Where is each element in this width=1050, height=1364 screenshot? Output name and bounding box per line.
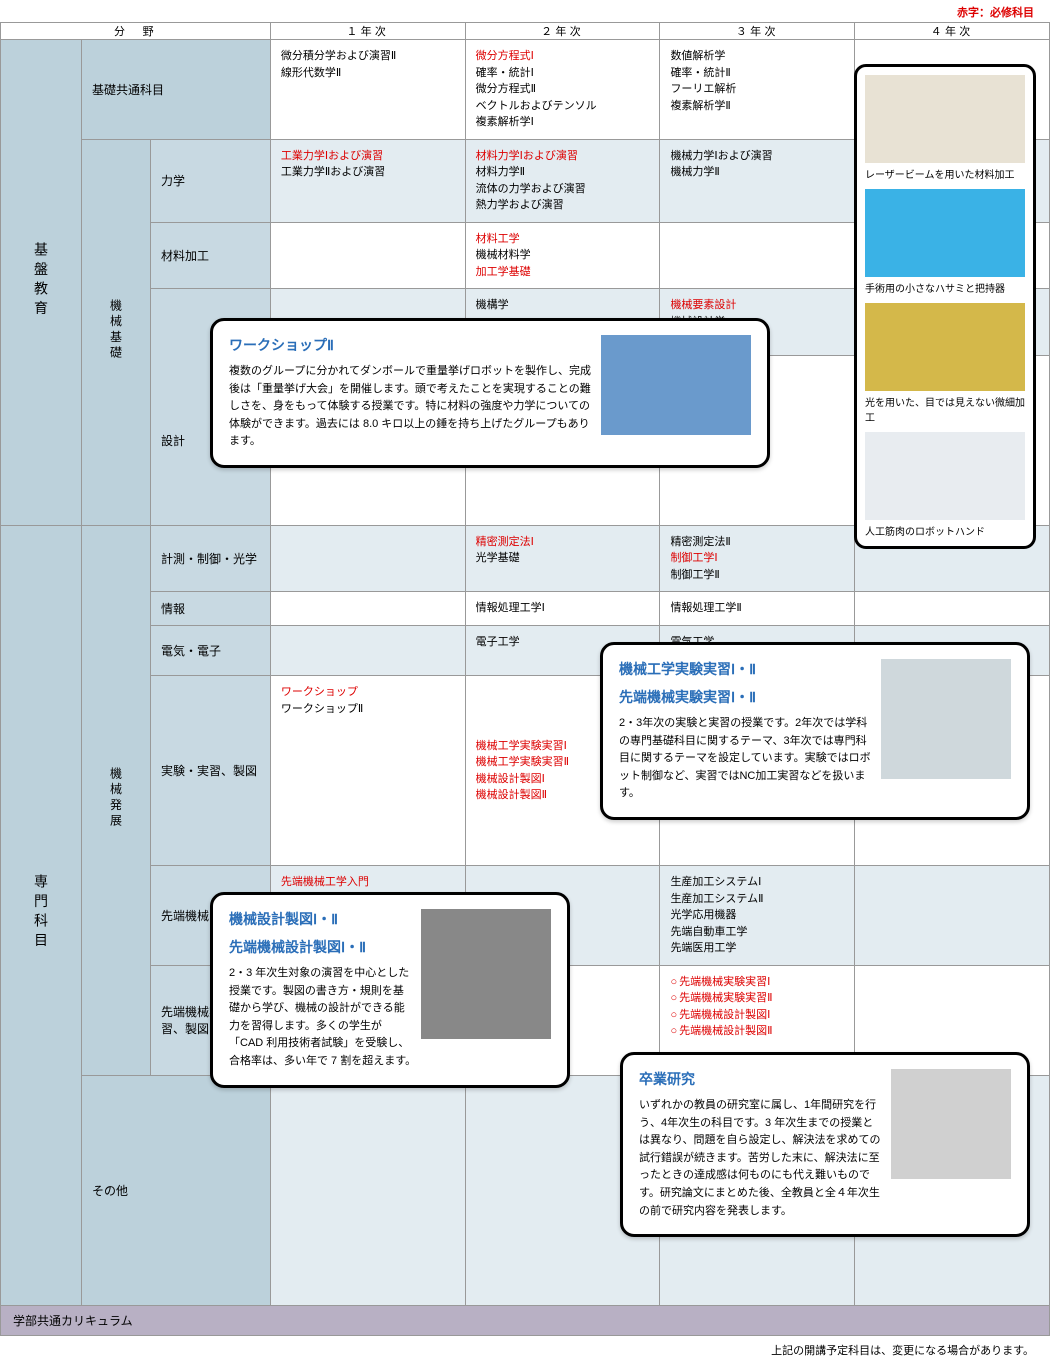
cell-zairyo-y2: 材料工学機械材料学加工学基礎: [465, 222, 660, 289]
cell-kiso-y3: 数値解析学確率・統計Ⅱフーリエ解析複素解析学Ⅱ: [660, 40, 855, 140]
row-denki: 電気・電子: [151, 626, 271, 676]
cell-rikigaku-y2: 材料力学Ⅰおよび演習材料力学Ⅱ流体の力学および演習熱力学および演習: [465, 139, 660, 222]
callout-workshop-img: [601, 335, 751, 435]
row-kiso: 基礎共通科目: [82, 40, 271, 140]
callout-jikken-img: [881, 659, 1011, 779]
hdr-y3: ３年次: [660, 23, 855, 40]
cell-jikken-y1: ワークショップワークショップⅡ: [270, 676, 465, 866]
footnote: 上記の開講予定科目は、変更になる場合があります。: [0, 1336, 1050, 1364]
callout-sotsu-img: [891, 1069, 1011, 1179]
hdr-y2: ２年次: [465, 23, 660, 40]
cell-denki-y1: [270, 626, 465, 676]
side-photos: レーザービームを用いた材料加工手術用の小さなハサミと把持器光を用いた、目では見え…: [854, 64, 1036, 549]
callout-sotsu: 卒業研究 いずれかの教員の研究室に属し、1年間研究を行う、4年次生の科目です。3…: [620, 1052, 1030, 1237]
cell-joho-y2: 情報処理工学Ⅰ: [465, 592, 660, 626]
legend: 赤字：必修科目: [0, 0, 1050, 22]
cell-rikigaku-y1: 工業力学Ⅰおよび演習工業力学Ⅱおよび演習: [270, 139, 465, 222]
cell-kiso-y2: 微分方程式Ⅰ確率・統計Ⅰ微分方程式Ⅱベクトルおよびテンソル複素解析学Ⅰ: [465, 40, 660, 140]
row-zairyo: 材料加工: [151, 222, 271, 289]
cell-zairyo-y1: [270, 222, 465, 289]
cell-joho-y4: [855, 592, 1050, 626]
cell-kiso-y1: 微分積分学および演習Ⅱ線形代数学Ⅱ: [270, 40, 465, 140]
section-senmon: 専門科目: [1, 525, 82, 1305]
cell-joho-y1: [270, 592, 465, 626]
cell-zairyo-y3: [660, 222, 855, 289]
callout-jikken: 機械工学実験実習Ⅰ・Ⅱ 先端機械実験実習Ⅰ・Ⅱ 2・3年次の実験と実習の授業です…: [600, 642, 1030, 820]
hdr-y1: １年次: [270, 23, 465, 40]
subsection-kikaihatten: 機械発展: [82, 525, 151, 1075]
cell-sentan-y4: [855, 866, 1050, 966]
footer-row: 学部共通カリキュラム: [1, 1305, 1050, 1335]
cell-sonota-y1: [270, 1075, 465, 1305]
cell-rikigaku-y3: 機械力学Ⅰおよび演習機械力学Ⅱ: [660, 139, 855, 222]
cell-keisoku-y2: 精密測定法Ⅰ光学基礎: [465, 525, 660, 592]
section-kiban: 基盤教育: [1, 40, 82, 526]
cell-keisoku-y1: [270, 525, 465, 592]
row-keisoku: 計測・制御・光学: [151, 525, 271, 592]
subsection-kikaikiso: 機械基礎: [82, 139, 151, 525]
hdr-field: 分 野: [1, 23, 271, 40]
callout-seizu-img: [421, 909, 551, 1039]
cell-joho-y3: 情報処理工学Ⅱ: [660, 592, 855, 626]
row-sonota: その他: [82, 1075, 271, 1305]
row-rikigaku: 力学: [151, 139, 271, 222]
row-jikken: 実験・実習、製図: [151, 676, 271, 866]
hdr-y4: ４年次: [855, 23, 1050, 40]
cell-sentan-y3: 生産加工システムⅠ生産加工システムⅡ光学応用機器先端自動車工学先端医用工学: [660, 866, 855, 966]
callout-workshop: ワークショップⅡ 複数のグループに分かれてダンボールで重量挙げロボットを製作し、…: [210, 318, 770, 468]
row-joho: 情報: [151, 592, 271, 626]
callout-seizu: 機械設計製図Ⅰ・Ⅱ 先端機械設計製図Ⅰ・Ⅱ 2・3 年次生対象の演習を中心とした…: [210, 892, 570, 1088]
cell-keisoku-y3: 精密測定法Ⅱ制御工学Ⅰ制御工学Ⅱ: [660, 525, 855, 592]
